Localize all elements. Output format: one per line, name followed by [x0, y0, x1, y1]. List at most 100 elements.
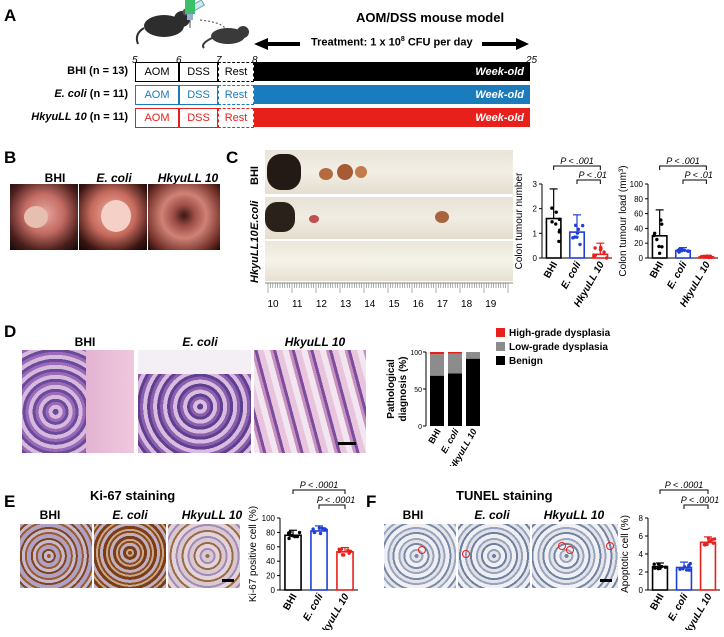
data-point [287, 536, 291, 541]
data-point [709, 255, 714, 260]
treatment-arrows [254, 38, 529, 50]
data-point [290, 533, 294, 538]
data-point [687, 564, 691, 569]
sig-label: P < .0001 [317, 495, 355, 505]
sig-label: P < .01 [578, 170, 606, 180]
y-tick-label: 80 [634, 195, 643, 204]
colon-row-label-ecoli: E.coli [249, 200, 261, 230]
sig-label: P < .0001 [665, 480, 703, 490]
x-tick-label: BHI [648, 592, 666, 613]
y-axis-label: Ki-67 positive cell (%) [248, 506, 259, 602]
data-point [295, 534, 300, 539]
data-point [685, 568, 689, 572]
legend-swatch [496, 328, 505, 337]
chart-ki67: Ki-67 positive cell (%) 0 20 40 60 80 100 BHI E.… [248, 480, 358, 630]
data-point [700, 254, 705, 259]
treatment-bar-1: Week-old [254, 85, 530, 104]
ruler-tick-label: 16 [413, 299, 425, 310]
ki67-bhi [20, 524, 92, 588]
y-tick-label: 40 [634, 224, 643, 233]
sig-label: P < .001 [560, 156, 593, 166]
data-point [346, 548, 350, 552]
data-point [682, 248, 687, 252]
stack-segment [448, 373, 462, 426]
y-tick-label: 20 [266, 572, 275, 581]
y-tick-label: 3 [533, 180, 538, 189]
data-point [573, 235, 577, 239]
ruler-tick-label: 10 [267, 299, 279, 310]
data-point [557, 217, 562, 222]
data-point [347, 551, 351, 555]
sig-bracket [682, 179, 707, 184]
sig-bracket [553, 165, 601, 170]
data-point [554, 222, 558, 226]
data-point [312, 530, 317, 535]
ki67-hkyull [168, 524, 240, 588]
histology-ecoli [138, 350, 251, 453]
sig-label: P < .0001 [300, 480, 338, 490]
treatment-bar-2: Week-old [254, 108, 530, 127]
data-point [652, 233, 656, 238]
ruler-tick-label: 18 [461, 299, 473, 310]
data-point [655, 237, 659, 242]
bar-1 [310, 530, 328, 591]
y-tick-label: 8 [639, 514, 644, 523]
data-point [656, 562, 661, 566]
colon-row-label-hkyull: HkyuLL10 [249, 230, 261, 283]
panel-b-caption-hkyull: HkyuLL 10 [157, 171, 219, 185]
group-label-0: BHI (n = 13) [67, 65, 128, 77]
y-tick-label: 0 [418, 424, 422, 431]
data-point [712, 537, 717, 541]
stack-segment [448, 353, 462, 374]
y-tick-label: 6 [639, 532, 644, 541]
tunel-hkyull [532, 524, 618, 588]
data-point [557, 239, 561, 244]
treatment-bar-0: Week-old [254, 62, 530, 81]
panel-b-label: B [4, 148, 17, 167]
colon-photo-hkyull [265, 241, 513, 281]
y-axis-label: Pathologicaldiagnosis (%) [386, 356, 409, 421]
data-point [593, 246, 597, 250]
data-point [705, 254, 709, 258]
sig-bracket [576, 179, 601, 184]
y-tick-label: 20 [634, 239, 643, 248]
legend-label: Benign [509, 356, 543, 367]
y-tick-label: 4 [639, 550, 644, 559]
data-point [658, 566, 662, 571]
dss-box-2: DSS [179, 108, 218, 128]
bar-2 [699, 541, 717, 591]
data-point [318, 531, 323, 536]
panel-e-caption-bhi: BHI [39, 508, 61, 522]
ruler-tick-label: 19 [485, 299, 497, 310]
data-point [337, 547, 341, 551]
data-point [297, 530, 302, 535]
bar-0 [545, 217, 562, 259]
data-point [550, 206, 554, 210]
data-point [598, 248, 603, 252]
data-point [682, 565, 687, 569]
stack-segment [466, 358, 480, 426]
panel-f-caption-bhi: BHI [402, 508, 424, 522]
aom-box-1: AOM [135, 85, 179, 105]
legend-swatch [496, 356, 505, 365]
panel-a-title: AOM/DSS mouse model [356, 10, 505, 25]
panel-d-caption-ecoli: E. coli [182, 335, 218, 349]
sig-bracket [683, 504, 709, 509]
syringe-icon [185, 0, 195, 28]
x-tick-label: BHI [648, 260, 666, 281]
sig-bracket [659, 489, 709, 494]
panel-d-label: D [4, 322, 17, 341]
y-axis-label: Apoptotic cell (%) [620, 515, 631, 593]
panel-e-caption-ecoli: E. coli [112, 508, 148, 522]
panel-e-label: E [4, 492, 16, 511]
data-point [657, 251, 662, 256]
y-axis-label: Colon tumour load (mm³) [618, 165, 629, 276]
data-point [659, 218, 663, 222]
data-point [317, 526, 322, 530]
rest-box-0: Rest [218, 62, 254, 82]
x-tick-label: E. coli [301, 592, 325, 623]
data-point [322, 527, 327, 531]
colon-photo-bhi [265, 150, 513, 194]
